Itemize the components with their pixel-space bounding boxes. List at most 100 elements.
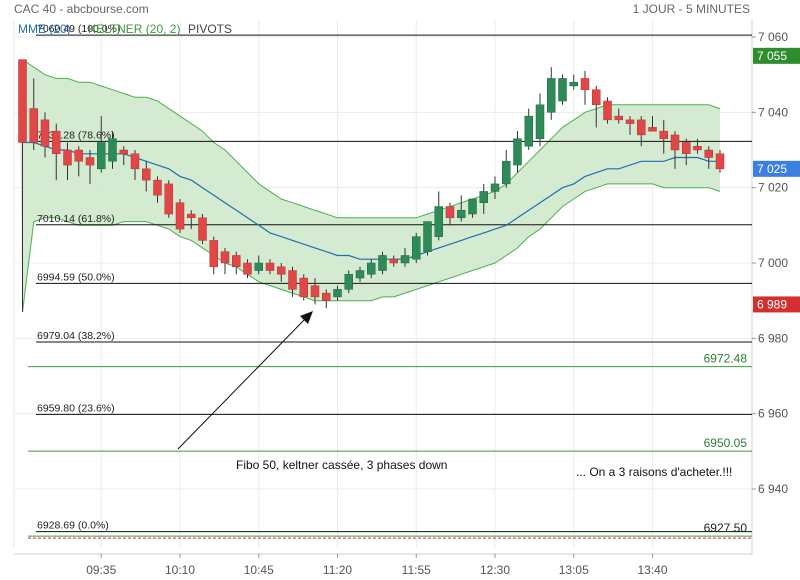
candle xyxy=(175,198,185,233)
candle xyxy=(389,255,398,267)
candle xyxy=(479,183,488,215)
candle xyxy=(153,176,162,203)
candle xyxy=(277,263,286,282)
candle xyxy=(108,131,117,169)
candle xyxy=(423,221,432,256)
candle-body xyxy=(580,78,590,90)
candle xyxy=(682,138,691,166)
candle xyxy=(693,138,702,154)
price-badge-bg xyxy=(753,47,800,64)
candle-body xyxy=(153,179,162,196)
header: CAC 40 - abcbourse.com 1 JOUR - 5 MINUTE… xyxy=(14,2,750,36)
candle-body xyxy=(18,59,27,143)
candle-body xyxy=(468,198,477,215)
y-axis: 7 060 7 040 7 020 7 000 6 980 6 960 6 940 xyxy=(752,30,788,496)
x-tick-label: 13:40 xyxy=(637,563,667,577)
candle-body xyxy=(265,262,275,271)
candle-body xyxy=(569,81,578,87)
keltner-lower-line xyxy=(22,183,721,313)
candle-body xyxy=(535,104,545,139)
candle-body xyxy=(367,262,376,275)
fib-label: 6979.04 (38.2%) xyxy=(37,330,115,342)
candle xyxy=(637,116,646,147)
annotations: Fibo 50, keltner cassée, 3 phases down .… xyxy=(177,311,732,479)
candle xyxy=(52,123,61,181)
candle xyxy=(715,150,725,173)
candle-body xyxy=(637,119,646,136)
candle-body xyxy=(524,115,533,147)
candle-body xyxy=(603,100,612,121)
candle xyxy=(400,247,410,267)
fib-label: 6959.80 (23.6%) xyxy=(37,402,115,414)
candle-body xyxy=(85,157,95,166)
y-tick-label: 7 040 xyxy=(758,105,788,119)
candle xyxy=(209,236,218,275)
candle-body xyxy=(97,142,106,170)
candle-body xyxy=(423,221,432,252)
candle xyxy=(355,266,365,282)
x-axis: 09:35 10:10 10:45 11:20 11:55 12:30 13:05 13:40 xyxy=(14,553,752,577)
candle-body xyxy=(670,134,680,151)
candle-body xyxy=(378,255,387,271)
candle xyxy=(378,251,387,275)
candle xyxy=(130,150,140,181)
candle xyxy=(232,251,241,275)
candle-body xyxy=(254,262,263,271)
y-tick-label: 6 960 xyxy=(758,407,788,421)
price-badge-bg xyxy=(753,296,800,313)
annotation-buy: ... On a 3 raisons d'acheter.!!! xyxy=(576,465,732,479)
candle-body xyxy=(490,183,500,192)
candle-body xyxy=(220,251,230,264)
annotation-arrow-head xyxy=(300,311,313,324)
candle-body xyxy=(389,258,398,264)
candle-body xyxy=(164,183,173,215)
candle xyxy=(558,74,567,105)
candle xyxy=(625,116,635,135)
pivot-levels: 6972.48 6950.05 6927.50 xyxy=(28,352,752,539)
y-tick-label: 6 980 xyxy=(758,331,788,345)
pivot-label: 6927.50 xyxy=(704,521,748,535)
candle xyxy=(97,116,106,173)
y-tick-label: 7 000 xyxy=(758,256,788,270)
annotation-main: Fibo 50, keltner cassée, 3 phases down xyxy=(236,458,447,472)
candle xyxy=(119,146,128,166)
candle-body xyxy=(412,236,421,260)
candle-body xyxy=(52,130,61,155)
legend-pivots: PIVOTS xyxy=(188,22,232,36)
price-badge-label: 6 989 xyxy=(757,297,787,311)
candle-body xyxy=(277,266,286,275)
candle-body xyxy=(130,153,140,170)
candle-body xyxy=(288,270,297,290)
candle xyxy=(535,93,545,147)
candle-body xyxy=(457,210,466,219)
x-tick-label: 13:05 xyxy=(559,563,589,577)
candle-body xyxy=(479,191,488,203)
candle xyxy=(468,198,477,218)
candle xyxy=(659,119,668,154)
candle-body xyxy=(209,240,218,268)
candle xyxy=(288,266,297,297)
x-tick-label: 11:55 xyxy=(402,563,431,577)
candle-body xyxy=(558,78,567,102)
candle xyxy=(220,247,230,275)
candle-body xyxy=(682,142,691,155)
pivot-label: 6950.05 xyxy=(704,436,748,450)
candle-body xyxy=(142,168,151,181)
candle-body xyxy=(704,149,713,158)
candle xyxy=(524,108,533,150)
price-badge-label: 7 025 xyxy=(757,162,787,176)
candle xyxy=(187,210,196,230)
candle-body xyxy=(592,89,601,106)
candle xyxy=(344,270,353,294)
candle-body xyxy=(445,206,455,219)
candle xyxy=(299,274,308,301)
candle xyxy=(322,289,331,309)
candle-body xyxy=(400,255,410,264)
candle xyxy=(648,116,657,132)
candle-body xyxy=(232,255,241,268)
candle-body xyxy=(322,292,331,301)
candle xyxy=(63,142,72,181)
candle xyxy=(445,202,455,226)
candle xyxy=(569,74,578,90)
